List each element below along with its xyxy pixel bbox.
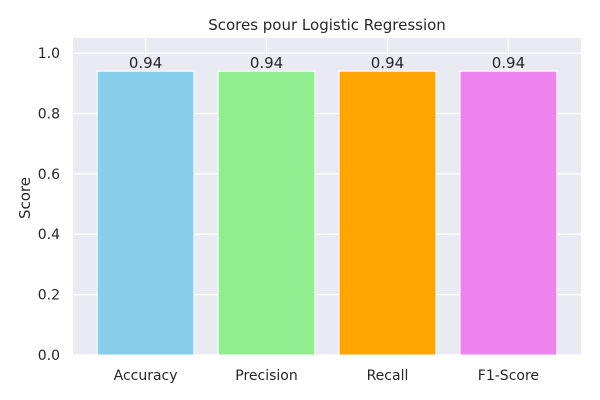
y-tick-label: 0.8 bbox=[38, 106, 60, 122]
bar-value-label: 0.94 bbox=[371, 54, 404, 72]
x-tick-label: Precision bbox=[235, 368, 297, 384]
bar-value-label: 0.94 bbox=[129, 54, 162, 72]
x-tick-label: Recall bbox=[367, 368, 409, 384]
x-axis-ticks: Accuracy Precision Recall F1-Score bbox=[114, 368, 539, 384]
bar-recall bbox=[338, 70, 437, 356]
y-tick-label: 0.2 bbox=[38, 288, 60, 304]
bar-precision bbox=[217, 70, 316, 356]
x-tick-label: F1-Score bbox=[478, 368, 539, 384]
bar-f1-score bbox=[459, 70, 558, 356]
x-tick-label: Accuracy bbox=[114, 368, 178, 384]
value-labels: 0.94 0.94 0.94 0.94 bbox=[129, 54, 525, 72]
bar-value-label: 0.94 bbox=[492, 54, 525, 72]
bar-accuracy bbox=[96, 70, 195, 356]
bar-value-label: 0.94 bbox=[250, 54, 283, 72]
chart-title: Scores pour Logistic Regression bbox=[208, 16, 446, 34]
bars bbox=[96, 70, 558, 356]
y-tick-label: 0.0 bbox=[38, 348, 60, 364]
y-axis-ticks: 0.0 0.2 0.4 0.6 0.8 1.0 bbox=[38, 46, 60, 364]
y-tick-label: 0.4 bbox=[38, 227, 60, 243]
y-tick-label: 1.0 bbox=[38, 46, 60, 62]
y-axis-label: Score bbox=[16, 177, 34, 219]
y-tick-label: 0.6 bbox=[38, 167, 60, 183]
